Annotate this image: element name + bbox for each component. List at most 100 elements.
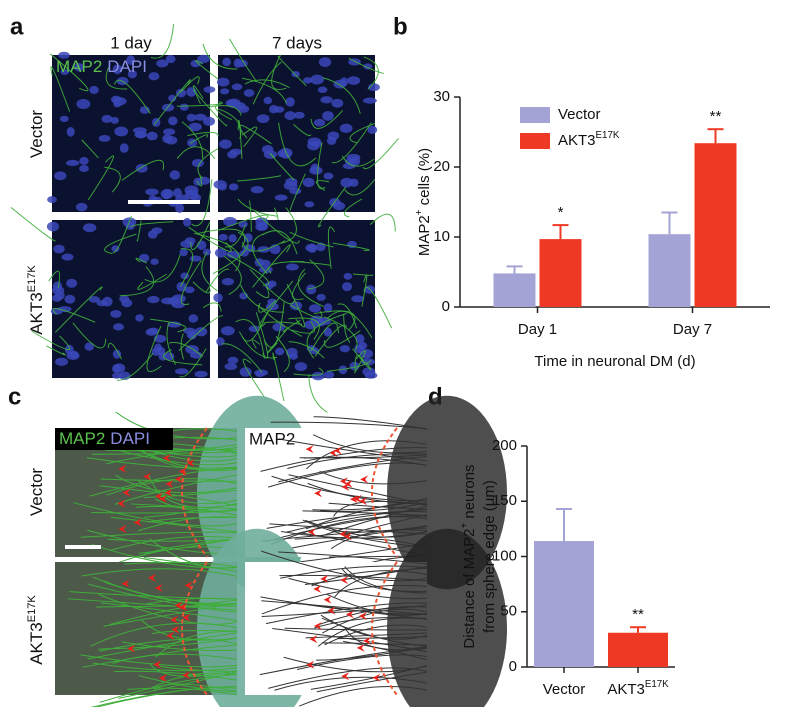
nucleus xyxy=(194,113,207,121)
neurite xyxy=(124,562,238,568)
neurite xyxy=(102,580,238,605)
nucleus xyxy=(114,126,129,137)
nucleus xyxy=(196,240,207,250)
neurite xyxy=(179,348,207,378)
nucleus xyxy=(82,223,97,233)
nucleus xyxy=(221,278,234,286)
arrowhead xyxy=(164,488,173,497)
arrowhead xyxy=(358,612,367,621)
neurite xyxy=(91,451,238,455)
nucleus xyxy=(220,88,230,95)
neurite xyxy=(369,213,396,232)
sphere-edge xyxy=(371,561,398,696)
neurite xyxy=(311,570,428,587)
x-tick-label: Vector xyxy=(543,681,586,698)
nucleus xyxy=(228,183,239,191)
micrograph xyxy=(10,179,218,381)
nucleus xyxy=(112,364,122,374)
neurite xyxy=(327,310,373,339)
neurite xyxy=(150,23,175,59)
superscript: E17K xyxy=(596,130,620,141)
neurite xyxy=(317,186,346,228)
nucleus xyxy=(165,55,176,64)
legend-swatch xyxy=(520,107,550,123)
stain: DAPI xyxy=(107,57,147,76)
nucleus xyxy=(112,64,123,75)
neurite xyxy=(152,630,238,635)
nucleus xyxy=(347,76,361,85)
neurite xyxy=(258,299,276,313)
neurite xyxy=(288,317,320,340)
bar xyxy=(694,143,737,307)
nucleus xyxy=(286,347,298,358)
neurite xyxy=(252,244,291,288)
neurite xyxy=(209,105,242,116)
neurite xyxy=(296,654,428,670)
neurite xyxy=(271,54,287,90)
nucleus xyxy=(135,314,144,322)
neurite xyxy=(128,445,238,472)
arrowhead xyxy=(174,601,183,610)
nucleus xyxy=(239,249,249,257)
neurite xyxy=(80,531,238,538)
nucleus xyxy=(126,55,136,65)
arrowhead xyxy=(341,672,350,681)
nucleus xyxy=(113,101,122,108)
nucleus xyxy=(175,203,185,213)
arrowhead xyxy=(122,488,131,497)
neurite xyxy=(261,584,428,615)
neurite xyxy=(137,516,238,532)
neurite xyxy=(297,268,324,308)
nucleus xyxy=(322,110,334,121)
neurite xyxy=(284,627,428,631)
arrowhead xyxy=(154,583,163,592)
neurite xyxy=(180,333,185,360)
neurite xyxy=(10,206,56,242)
text-run: Vector xyxy=(27,110,46,159)
nucleus xyxy=(61,253,74,261)
nucleus xyxy=(255,371,265,378)
arrowhead xyxy=(118,525,127,534)
arrowhead xyxy=(159,494,168,503)
nucleus xyxy=(219,139,232,149)
superscript: E17K xyxy=(26,265,38,293)
micrograph xyxy=(178,186,396,413)
neurite xyxy=(104,166,121,193)
neurite xyxy=(312,434,428,454)
neurite xyxy=(112,215,132,254)
neurite xyxy=(202,302,222,312)
column-label: 1 day xyxy=(110,33,152,52)
neurite xyxy=(107,538,238,542)
nucleus xyxy=(156,59,169,68)
neurite xyxy=(317,617,428,647)
nucleus xyxy=(167,321,182,328)
neurite xyxy=(299,686,428,707)
nucleus xyxy=(66,278,78,288)
nucleus xyxy=(110,95,122,104)
neurite xyxy=(263,301,285,348)
neurite xyxy=(278,122,317,167)
neurite xyxy=(248,200,252,232)
x-tick-label: Day 1 xyxy=(518,321,557,338)
y-tick-label: 0 xyxy=(442,298,450,315)
neurite xyxy=(268,667,428,689)
neurite xyxy=(262,230,298,255)
neurite xyxy=(352,273,374,276)
neurite xyxy=(251,339,261,349)
neurite xyxy=(227,253,269,286)
row-label: AKT3E17K xyxy=(26,265,47,335)
nucleus xyxy=(340,177,353,188)
neurite xyxy=(95,685,238,707)
nucleus xyxy=(175,88,187,98)
text-run: from sphere edge (μm) xyxy=(481,480,498,633)
arrowhead xyxy=(178,467,187,476)
nucleus xyxy=(84,342,95,351)
nucleus xyxy=(111,245,120,253)
arrowhead xyxy=(118,464,127,473)
neurite xyxy=(80,654,238,668)
nucleus xyxy=(53,244,65,254)
arrowhead xyxy=(309,635,318,644)
nucleus xyxy=(76,98,91,109)
neurite xyxy=(237,175,282,182)
neurite xyxy=(293,123,312,137)
